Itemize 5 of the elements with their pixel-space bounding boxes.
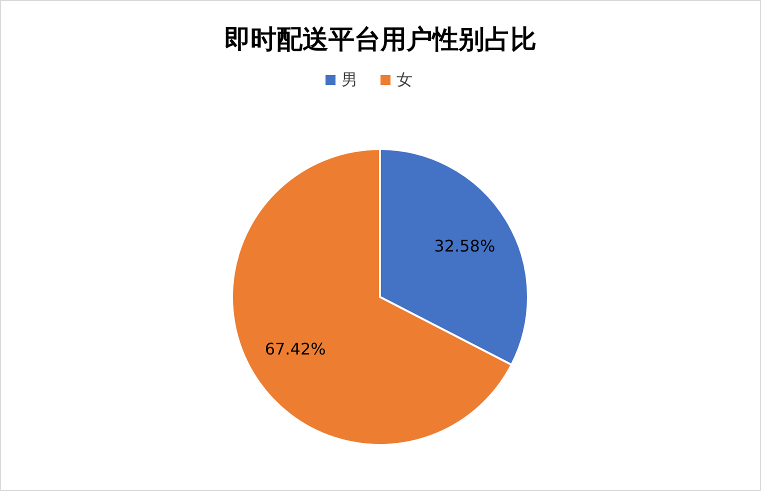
data-label: 32.58% [434,236,496,256]
legend-label: 女 [396,70,412,89]
data-label: 67.42% [264,340,326,359]
legend-label: 男 [342,70,358,89]
chart-title: 即时配送平台用户性别占比 [224,25,536,55]
